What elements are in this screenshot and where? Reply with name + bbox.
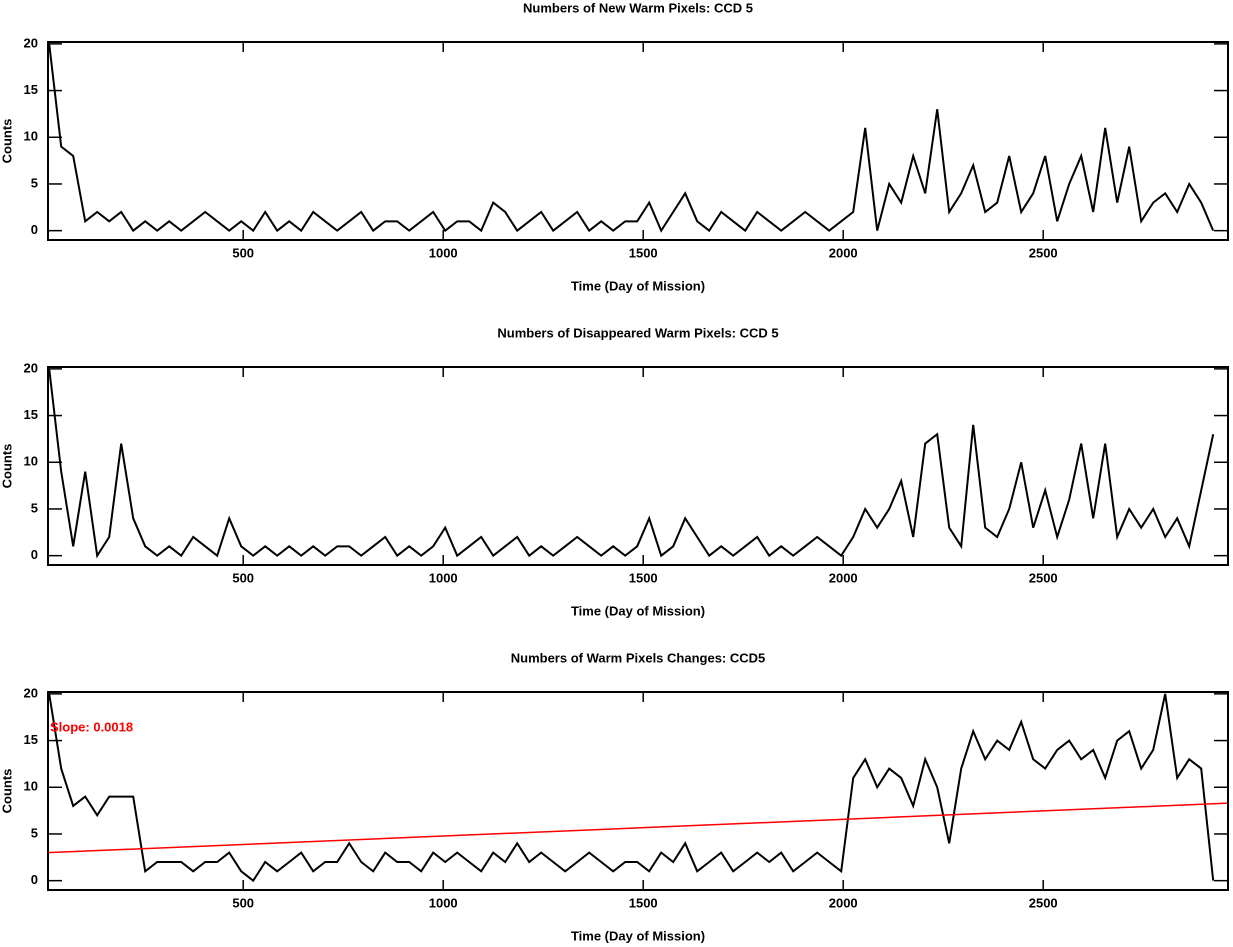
x-tick-label: 500 xyxy=(232,245,254,260)
y-tick-label: 5 xyxy=(31,175,38,190)
y-tick-label: 0 xyxy=(31,547,38,562)
y-tick-label: 10 xyxy=(24,129,38,144)
x-axis-label: Time (Day of Mission) xyxy=(571,928,705,943)
y-tick-label: 15 xyxy=(24,732,38,747)
x-tick-label: 1500 xyxy=(629,570,658,585)
y-tick-label: 20 xyxy=(24,360,38,375)
y-tick-label: 15 xyxy=(24,82,38,97)
x-tick-label: 2000 xyxy=(829,895,858,910)
y-tick-label: 5 xyxy=(31,825,38,840)
x-tick-label: 1000 xyxy=(429,895,458,910)
x-tick-label: 1500 xyxy=(629,245,658,260)
x-tick-label: 2000 xyxy=(829,570,858,585)
x-tick-label: 500 xyxy=(232,570,254,585)
x-axis-label: Time (Day of Mission) xyxy=(571,278,705,293)
y-tick-label: 0 xyxy=(31,222,38,237)
y-tick-label: 0 xyxy=(31,872,38,887)
y-tick-label: 20 xyxy=(24,685,38,700)
chart-title: Numbers of New Warm Pixels: CCD 5 xyxy=(523,0,753,15)
y-tick-label: 20 xyxy=(24,35,38,50)
data-line xyxy=(48,368,1215,559)
x-tick-label: 1000 xyxy=(429,570,458,585)
plot-frame xyxy=(47,366,1229,566)
data-line xyxy=(48,693,1215,883)
fit-line xyxy=(47,802,1229,854)
x-tick-label: 2000 xyxy=(829,245,858,260)
y-tick-label: 10 xyxy=(24,454,38,469)
x-tick-label: 2500 xyxy=(1029,570,1058,585)
chart-title: Numbers of Warm Pixels Changes: CCD5 xyxy=(511,650,766,665)
x-tick-label: 500 xyxy=(232,895,254,910)
x-tick-label: 2500 xyxy=(1029,895,1058,910)
data-line xyxy=(48,43,1215,233)
chart-title: Numbers of Disappeared Warm Pixels: CCD … xyxy=(497,325,778,340)
x-tick-label: 2500 xyxy=(1029,245,1058,260)
y-tick-label: 10 xyxy=(24,779,38,794)
y-axis-label: Counts xyxy=(0,769,14,814)
plot-frame xyxy=(47,41,1229,241)
y-tick-label: 15 xyxy=(24,407,38,422)
slope-annotation: Slope: 0.0018 xyxy=(50,719,133,734)
plot-frame xyxy=(47,691,1229,891)
y-tick-label: 5 xyxy=(31,500,38,515)
y-axis-label: Counts xyxy=(0,444,14,489)
x-tick-label: 1000 xyxy=(429,245,458,260)
y-axis-label: Counts xyxy=(0,119,14,164)
x-tick-label: 1500 xyxy=(629,895,658,910)
x-axis-label: Time (Day of Mission) xyxy=(571,603,705,618)
